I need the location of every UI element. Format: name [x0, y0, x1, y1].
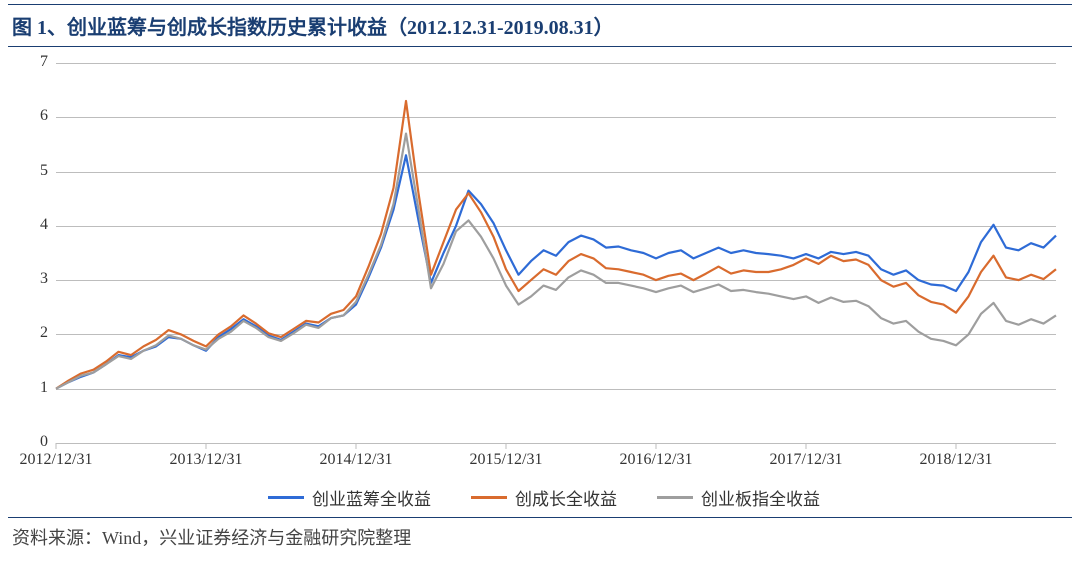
legend-item: 创成长全收益: [471, 485, 617, 510]
x-tick-label: 2015/12/31: [470, 451, 543, 469]
legend-label: 创成长全收益: [515, 485, 617, 510]
x-tick-label: 2016/12/31: [620, 451, 693, 469]
legend-item: 创业蓝筹全收益: [268, 485, 431, 510]
title-bar: 图 1、创业蓝筹与创成长指数历史累计收益（2012.12.31-2019.08.…: [8, 4, 1072, 47]
x-tick-label: 2013/12/31: [170, 451, 243, 469]
x-tick-label: 2017/12/31: [770, 451, 843, 469]
legend-swatch: [657, 496, 693, 499]
series-line: [56, 101, 1056, 389]
line-plot: [8, 55, 1076, 463]
legend-label: 创业板指全收益: [701, 485, 820, 510]
source-bar: 资料来源：Wind，兴业证券经济与金融研究院整理: [8, 517, 1072, 550]
source-text: 资料来源：Wind，兴业证券经济与金融研究院整理: [12, 524, 1068, 550]
legend-label: 创业蓝筹全收益: [312, 485, 431, 510]
figure-title: 图 1、创业蓝筹与创成长指数历史累计收益（2012.12.31-2019.08.…: [12, 11, 1068, 40]
legend-item: 创业板指全收益: [657, 485, 820, 510]
x-tick-label: 2012/12/31: [20, 451, 93, 469]
x-tick-label: 2018/12/31: [920, 451, 993, 469]
legend-swatch: [471, 496, 507, 499]
legend-swatch: [268, 496, 304, 499]
x-tick-label: 2014/12/31: [320, 451, 393, 469]
chart-zone: 01234567 2012/12/312013/12/312014/12/312…: [8, 55, 1072, 515]
legend: 创业蓝筹全收益 创成长全收益 创业板指全收益: [268, 485, 820, 510]
series-line: [56, 155, 1056, 388]
figure-container: 图 1、创业蓝筹与创成长指数历史累计收益（2012.12.31-2019.08.…: [0, 0, 1080, 569]
series-line: [56, 134, 1056, 389]
